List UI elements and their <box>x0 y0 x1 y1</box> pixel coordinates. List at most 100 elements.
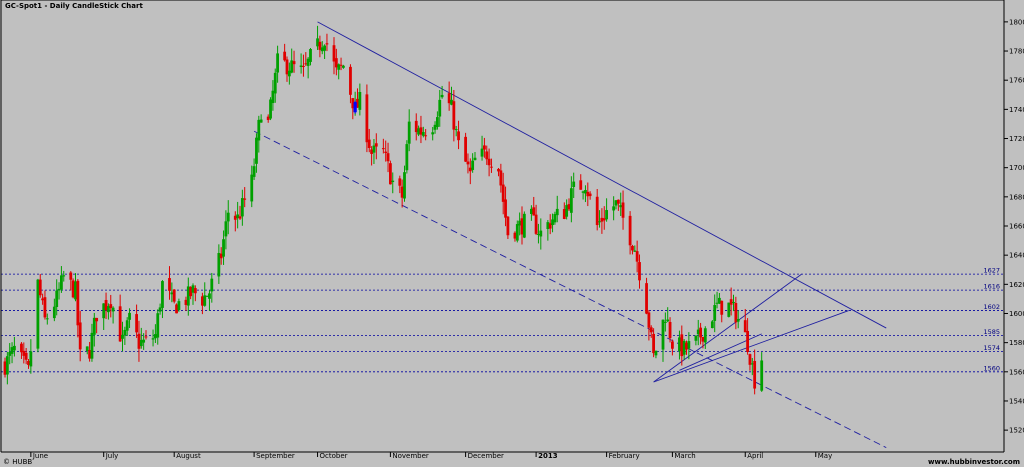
candle-body <box>142 339 146 343</box>
candle-body <box>621 202 625 218</box>
candle-body <box>292 61 296 65</box>
candle <box>753 349 757 395</box>
candle <box>309 48 312 66</box>
candle <box>433 121 437 134</box>
candle-body <box>318 41 322 50</box>
candle <box>266 114 270 123</box>
candle <box>501 172 505 215</box>
candle <box>27 358 30 369</box>
candle <box>24 348 28 365</box>
candle <box>320 41 324 55</box>
candle-body <box>109 304 113 309</box>
candle-body <box>666 319 670 322</box>
candle <box>349 64 352 104</box>
candle-body <box>403 172 406 199</box>
x-tick-label: March <box>674 452 695 460</box>
candle <box>36 278 40 353</box>
candle-body <box>473 157 477 161</box>
candle <box>438 89 442 127</box>
x-tick-label: 2013 <box>538 452 558 460</box>
candle <box>661 319 665 362</box>
candle-body <box>154 334 157 339</box>
candle-body <box>480 148 484 157</box>
candle <box>638 254 641 289</box>
candle <box>302 54 305 77</box>
candle <box>666 307 670 323</box>
candle <box>121 321 124 352</box>
candle-body <box>250 174 254 202</box>
candle <box>271 80 275 111</box>
candle-body <box>555 208 559 216</box>
candle-body <box>718 297 721 304</box>
candle <box>483 137 486 158</box>
candle <box>649 325 653 338</box>
x-tick-label: July <box>105 452 119 460</box>
candle-body <box>137 333 141 349</box>
candle-body <box>156 313 160 338</box>
y-axis-ticks: 1520 1540 1560 1580 1600 1620 1640 1660 1680 1700… <box>1004 18 1024 435</box>
candle <box>358 83 362 116</box>
candle <box>243 187 247 208</box>
candle-body <box>490 166 493 168</box>
candle-body <box>172 289 176 302</box>
candle <box>10 342 14 364</box>
candle <box>273 68 277 103</box>
candle-body <box>351 98 355 109</box>
candle-body <box>546 222 550 229</box>
trendline-fan-2 <box>653 310 849 383</box>
candle-body <box>332 45 336 62</box>
candle-body <box>238 216 242 219</box>
candle <box>144 330 148 340</box>
candle-body <box>743 320 747 333</box>
candle <box>447 81 451 111</box>
candle-body <box>407 121 411 144</box>
y-tick-label: 1660 <box>1009 223 1024 231</box>
candle-body <box>504 199 507 218</box>
candle-body <box>652 333 655 354</box>
candle-body <box>273 72 277 94</box>
candle-body <box>252 166 256 177</box>
candle-body <box>323 45 326 51</box>
candle-body <box>734 303 738 323</box>
candle-body <box>102 303 106 319</box>
candle <box>499 163 503 193</box>
candle-body <box>217 253 221 277</box>
candle <box>107 303 110 320</box>
candle <box>391 172 395 194</box>
candle <box>400 179 404 208</box>
candle <box>111 306 115 324</box>
candle-body <box>170 292 174 295</box>
candle-body <box>548 223 552 229</box>
candle-body <box>452 101 456 130</box>
candle-body <box>38 279 42 296</box>
candle-body <box>586 191 590 197</box>
y-tick-label: 1760 <box>1009 77 1024 85</box>
trendline-lower-channel <box>253 130 887 449</box>
candle-body <box>95 317 99 322</box>
candle-body <box>139 339 143 347</box>
candle-body <box>750 363 754 365</box>
candle-body <box>358 91 362 110</box>
candle-body <box>381 148 385 150</box>
candle-body <box>450 99 453 105</box>
candle <box>454 125 458 137</box>
candle-body <box>135 314 138 333</box>
candle <box>74 273 77 302</box>
candle <box>513 231 517 242</box>
candle <box>727 302 731 318</box>
candle <box>85 346 89 355</box>
level-label: 1574 <box>983 344 1000 352</box>
candle <box>78 310 82 362</box>
candle <box>398 175 402 194</box>
candle <box>403 165 406 202</box>
candle <box>95 317 99 334</box>
trendline-fan-1 <box>653 273 802 383</box>
candle-body <box>466 161 470 165</box>
candle-body <box>118 306 122 342</box>
candle-body <box>419 127 423 135</box>
candle <box>480 135 484 161</box>
candle <box>652 328 655 358</box>
candle <box>680 325 684 366</box>
candle <box>205 295 209 297</box>
